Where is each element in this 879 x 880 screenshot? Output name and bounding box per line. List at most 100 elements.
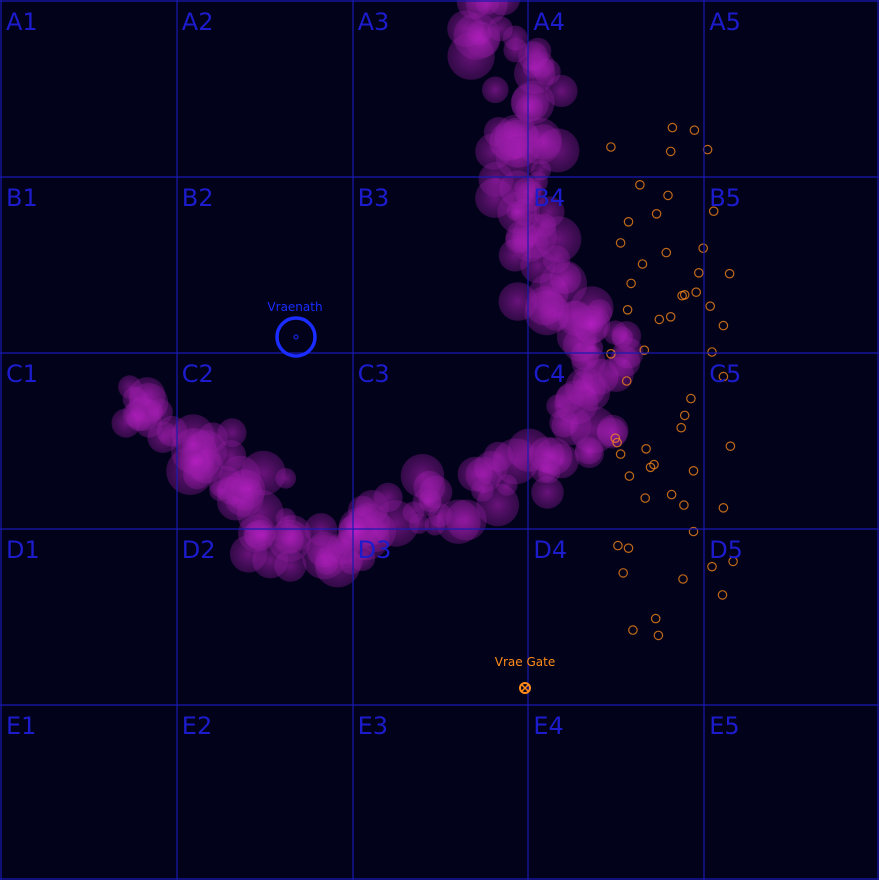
nebula-blob bbox=[235, 475, 262, 503]
asteroid-marker bbox=[635, 180, 645, 190]
asteroid-marker bbox=[689, 125, 700, 135]
grid-cell-label: C5 bbox=[709, 360, 741, 388]
grid-cell-label: B1 bbox=[6, 184, 38, 212]
nebula-blob bbox=[445, 499, 487, 541]
grid-cell-label: A3 bbox=[358, 8, 390, 36]
poi-vraenath[interactable]: Vraenath bbox=[267, 300, 323, 358]
grid-cell-label: B3 bbox=[358, 184, 390, 212]
asteroid-marker bbox=[718, 320, 729, 331]
nebula-blob bbox=[122, 401, 148, 428]
asteroid-marker bbox=[665, 146, 676, 157]
asteroid-marker bbox=[691, 287, 701, 297]
asteroid-marker bbox=[640, 493, 650, 503]
asteroid-marker bbox=[651, 209, 662, 219]
nebula-blob bbox=[581, 337, 604, 359]
asteroid-marker bbox=[688, 526, 699, 537]
asteroid-marker bbox=[623, 543, 634, 553]
nebula-blob bbox=[539, 297, 573, 331]
grid-cell-label: B2 bbox=[182, 184, 214, 212]
gate-icon bbox=[519, 682, 531, 694]
asteroid-marker bbox=[707, 561, 717, 572]
nebula-blob bbox=[482, 76, 509, 104]
asteroid-marker bbox=[641, 443, 651, 454]
asteroid-marker bbox=[615, 238, 626, 248]
asteroid-marker bbox=[615, 449, 626, 459]
grid-cell-label: E2 bbox=[182, 712, 212, 740]
asteroid-marker bbox=[613, 540, 623, 551]
asteroid-marker bbox=[626, 278, 636, 289]
asteroid-marker bbox=[610, 433, 621, 443]
asteroid-marker bbox=[667, 122, 678, 133]
asteroid-marker bbox=[686, 393, 696, 404]
asteroid-marker bbox=[606, 348, 616, 359]
asteroid-marker bbox=[653, 630, 664, 641]
asteroid-marker bbox=[665, 311, 676, 322]
asteroid-marker bbox=[728, 556, 738, 567]
nebula-blob bbox=[145, 398, 173, 426]
grid-cell-label: A1 bbox=[6, 8, 38, 36]
nebula-blob bbox=[251, 524, 275, 547]
nebula-blob bbox=[609, 345, 641, 378]
nebula-blob bbox=[478, 161, 514, 197]
asteroid-marker bbox=[705, 301, 715, 311]
asteroid-marker bbox=[639, 345, 650, 355]
grid-cell-label: E5 bbox=[709, 712, 739, 740]
nebula-blob bbox=[428, 503, 453, 528]
poi-vraenath-label: Vraenath bbox=[267, 300, 322, 314]
grid-cell-label: C1 bbox=[6, 360, 38, 388]
grid-labels: A1 A2 A3 A4 A5 B1 B2 B3 B4 B5 C1 C2 C3 C4 C5 D1 D2 D3 D4 D5… bbox=[6, 8, 743, 740]
nebula-blob bbox=[611, 321, 642, 351]
asteroid-marker bbox=[621, 376, 632, 386]
nebula-blob bbox=[275, 507, 296, 529]
nebula-blob bbox=[551, 405, 592, 446]
asteroid-marker bbox=[661, 247, 672, 258]
asteroid-marker bbox=[717, 590, 728, 600]
nebula-blob bbox=[515, 94, 543, 123]
grid-cell-label: C2 bbox=[182, 360, 214, 388]
grid-cell-label: A5 bbox=[709, 8, 741, 36]
grid-cell-label: D1 bbox=[6, 536, 40, 564]
asteroid-marker bbox=[663, 190, 673, 201]
grid-cell-label: C4 bbox=[533, 360, 565, 388]
asteroid-marker bbox=[624, 471, 635, 481]
nebula-cloud bbox=[111, 0, 644, 588]
grid-cell-label: E3 bbox=[358, 712, 388, 740]
asteroid-marker bbox=[618, 568, 628, 578]
nebula-blob bbox=[183, 450, 207, 474]
asteroid-marker bbox=[622, 304, 633, 315]
asteroid-marker bbox=[718, 371, 729, 382]
nebula-blob bbox=[531, 476, 564, 509]
asteroid-marker bbox=[702, 144, 713, 155]
asteroid-marker bbox=[606, 142, 616, 152]
nebula-blob bbox=[302, 535, 347, 580]
grid-cell-label: A4 bbox=[533, 8, 565, 36]
nebula-blob bbox=[539, 260, 588, 308]
nebula-blob bbox=[118, 375, 142, 399]
asteroid-marker bbox=[623, 217, 634, 227]
grid-cell-label: D5 bbox=[709, 536, 743, 564]
nebula-blob bbox=[486, 0, 521, 16]
asteroid-marker bbox=[698, 243, 708, 253]
nebula-blob bbox=[530, 455, 558, 483]
asteroid-marker bbox=[724, 268, 735, 279]
poi-vrae-gate[interactable]: Vrae Gate bbox=[495, 655, 555, 694]
asteroid-marker bbox=[693, 267, 704, 278]
asteroid-marker bbox=[637, 259, 648, 269]
asteroid-field bbox=[606, 122, 738, 641]
nebula-blob bbox=[400, 454, 445, 498]
grid-cell-label: D2 bbox=[182, 536, 216, 564]
asteroid-marker bbox=[708, 206, 719, 216]
poi-vrae-gate-label: Vrae Gate bbox=[495, 655, 555, 669]
asteroid-marker bbox=[707, 347, 717, 357]
asteroid-marker bbox=[718, 502, 729, 513]
grid-cell-label: D3 bbox=[358, 536, 392, 564]
grid-cell-label: B4 bbox=[533, 184, 565, 212]
nebula-blob bbox=[574, 438, 604, 468]
asteroid-marker bbox=[612, 437, 622, 448]
grid-cell-label: E1 bbox=[6, 712, 36, 740]
nebula-blob bbox=[572, 373, 611, 412]
asteroid-marker bbox=[676, 422, 686, 433]
ring-marker-icon bbox=[275, 316, 317, 358]
